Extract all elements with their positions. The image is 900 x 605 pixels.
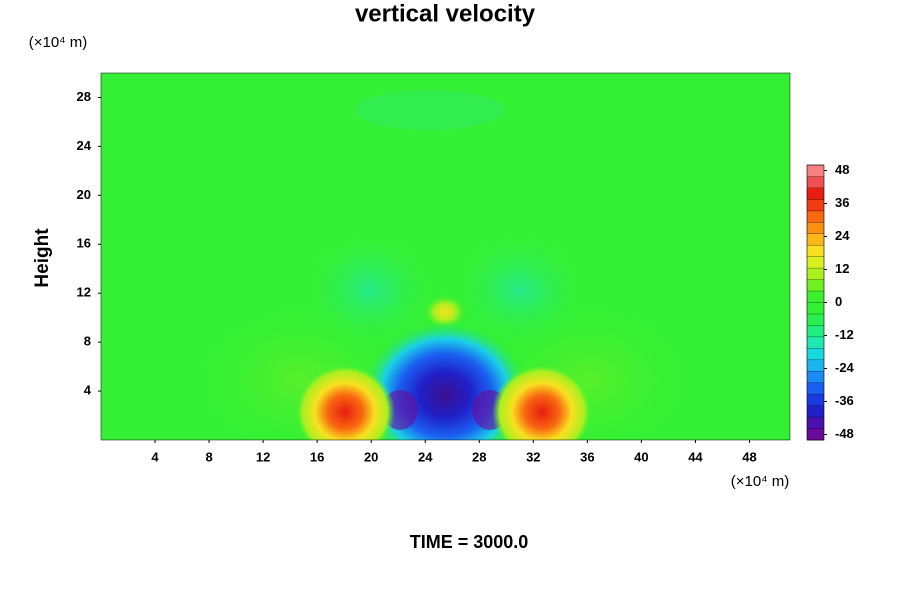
colorbar-tick-label: 12 [835,261,849,276]
colorbar-band [807,210,824,223]
y-tick-label: 24 [77,138,92,153]
colorbar-tick-label: -36 [835,393,854,408]
colorbar-tick-label: 0 [835,294,842,309]
plot-frame [100,72,791,441]
x-tick-label: 16 [310,449,324,464]
y-unit: (×10⁴ m) [29,34,88,51]
x-tick-label: 48 [742,449,756,464]
colorbar-band [807,325,824,338]
field [101,73,790,440]
colorbar-tick-label: 36 [835,195,849,210]
x-tick-label: 36 [580,449,594,464]
colorbar-band [807,302,824,315]
y-tick-label: 4 [84,383,92,398]
y-tick-label: 28 [77,89,91,104]
x-tick-label: 44 [688,449,703,464]
colorbar-band [807,291,824,303]
colorbar-band [807,268,824,280]
colorbar-band [807,359,824,372]
x-tick-label: 24 [418,449,433,464]
y-tick-label: 12 [77,285,91,300]
x-tick-label: 28 [472,449,486,464]
x-tick-label: 8 [205,449,212,464]
colorbar-tick-label: 48 [835,162,849,177]
colorbar-band [807,428,824,441]
colorbar-band [807,256,824,269]
y-axis-label: Height [32,228,53,288]
chart-title: vertical velocity [355,0,536,27]
colorbar-band [807,394,824,406]
colorbar-band [807,405,824,418]
colorbar-band [807,222,824,235]
colorbar-band [807,279,824,292]
y-tick-label: 8 [84,334,91,349]
x-tick-label: 4 [151,449,159,464]
y-tick-label: 16 [77,236,91,251]
colorbar-tick-label: 24 [835,228,850,243]
y-tick-label: 20 [77,187,91,202]
colorbar-band [807,382,824,395]
colorbar-tick-label: -48 [835,426,854,441]
colorbar-band [807,245,824,257]
x-tick-label: 40 [634,449,648,464]
colorbar-band [807,199,824,212]
colorbar-tick-label: -12 [835,327,854,342]
colorbar-band [807,233,824,246]
colorbar-band [807,165,824,177]
colorbar-band [807,348,824,361]
colorbar-tick-label: -24 [835,360,855,375]
colorbar-band [807,371,824,384]
colorbar-band [807,176,824,189]
footer: TIME = 3000.0 [410,532,529,552]
x-tick-label: 20 [364,449,378,464]
colorbar-band [807,336,824,349]
x-tick-label: 32 [526,449,540,464]
colorbar-band [807,187,824,200]
x-unit: (×10⁴ m) [731,473,790,490]
colorbar-band [807,417,824,429]
colorbar-band [807,313,824,326]
x-tick-label: 12 [256,449,270,464]
